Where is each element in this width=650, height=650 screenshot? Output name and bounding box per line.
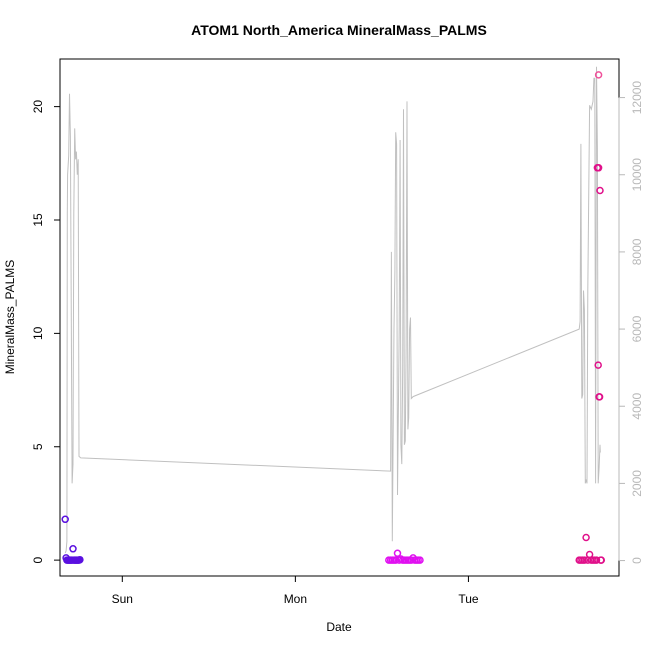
point-series-layer bbox=[61, 71, 606, 564]
y-left-tick-label: 15 bbox=[31, 213, 45, 227]
data-point bbox=[594, 71, 603, 79]
data-point bbox=[592, 556, 601, 564]
x-tick-label: Tue bbox=[458, 592, 479, 606]
chart-title: ATOM1 North_America MineralMass_PALMS bbox=[191, 22, 487, 38]
x-tick-label: Sun bbox=[112, 592, 133, 606]
y-right-tick-label: 10000 bbox=[630, 158, 644, 192]
data-point bbox=[580, 556, 589, 564]
data-point bbox=[594, 164, 603, 172]
x-axis: Sun Mon Tue bbox=[112, 576, 479, 606]
data-point bbox=[393, 549, 402, 558]
y-left-tick-label: 10 bbox=[31, 326, 45, 340]
y-axis-left: 0 5 10 15 20 bbox=[31, 100, 60, 563]
line-series bbox=[64, 66, 601, 554]
y-left-tick-label: 20 bbox=[31, 100, 45, 114]
y-left-tick-label: 5 bbox=[31, 443, 45, 450]
data-point bbox=[69, 545, 77, 553]
plot-area bbox=[59, 58, 620, 577]
y-right-tick-label: 0 bbox=[630, 557, 644, 564]
y-right-tick-label: 4000 bbox=[630, 393, 644, 420]
y-right-tick-label: 12000 bbox=[630, 81, 644, 115]
x-tick-label: Mon bbox=[284, 592, 307, 606]
data-point bbox=[61, 515, 69, 524]
line-series-layer bbox=[64, 66, 601, 554]
data-point bbox=[594, 361, 602, 369]
x-axis-label: Date bbox=[326, 620, 352, 634]
data-point bbox=[596, 186, 604, 195]
data-point bbox=[416, 556, 424, 564]
y-right-tick-label: 6000 bbox=[630, 315, 644, 342]
y-right-tick-label: 8000 bbox=[630, 238, 644, 265]
data-point bbox=[76, 555, 84, 564]
y-right-tick-label: 2000 bbox=[630, 470, 644, 497]
data-point bbox=[597, 556, 606, 564]
data-point bbox=[595, 393, 604, 401]
y-axis-right: 0 2000 4000 6000 8000 10000 12000 bbox=[618, 81, 644, 564]
data-point bbox=[582, 533, 590, 542]
y-left-tick-label: 0 bbox=[31, 556, 45, 563]
y-axis-label: MineralMass_PALMS bbox=[3, 260, 17, 374]
